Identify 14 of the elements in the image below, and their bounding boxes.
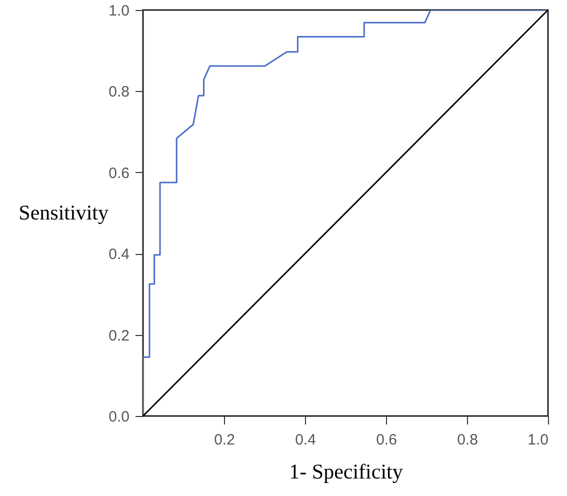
x-axis-title: 1- Specificity — [289, 460, 404, 484]
x-tick-label: 0.2 — [214, 432, 235, 448]
y-tick-label: 0.6 — [108, 164, 130, 182]
y-tick-label: 1.0 — [108, 2, 130, 20]
line-series — [143, 10, 548, 416]
y-tick-label: 0.4 — [108, 246, 130, 264]
x-tick-label: 0.8 — [457, 432, 478, 448]
x-tick-label: 0.4 — [295, 432, 316, 448]
y-axis-title: Sensitivity — [18, 200, 109, 224]
x-tick-label: 1.0 — [528, 432, 548, 448]
x-tick-label: 0.6 — [376, 432, 397, 448]
y-tick-label: 0.8 — [108, 84, 130, 101]
y-tick-label: 0.0 — [108, 408, 130, 426]
y-tick-label: 0.2 — [108, 327, 130, 344]
